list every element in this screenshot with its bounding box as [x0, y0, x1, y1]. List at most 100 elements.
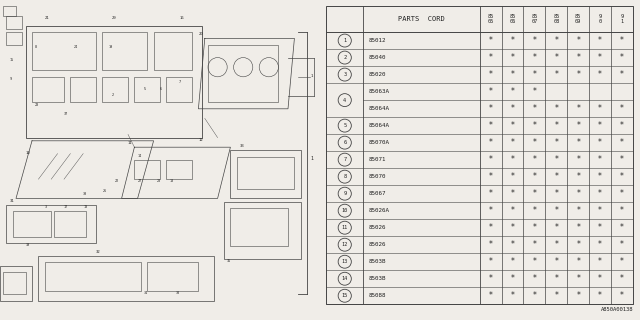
Bar [13, 211, 51, 237]
Text: 85064A: 85064A [369, 123, 390, 128]
Text: PARTS  CORD: PARTS CORD [398, 16, 445, 22]
Text: 38: 38 [176, 292, 180, 295]
Text: 13: 13 [83, 205, 88, 209]
Text: 85
08: 85 08 [553, 14, 559, 24]
Text: 85026: 85026 [369, 242, 387, 247]
Text: 35: 35 [227, 260, 232, 263]
Bar [134, 160, 160, 179]
Text: *: * [554, 138, 558, 147]
Text: 85
09: 85 09 [575, 14, 581, 24]
Text: *: * [576, 240, 580, 249]
Bar [54, 211, 86, 237]
Bar [166, 77, 192, 102]
Text: *: * [489, 223, 493, 232]
Text: 85
05: 85 05 [488, 14, 493, 24]
Bar [0, 266, 32, 301]
Bar [32, 77, 64, 102]
Text: *: * [598, 138, 602, 147]
Text: *: * [620, 291, 624, 300]
Text: *: * [532, 223, 536, 232]
Text: *: * [554, 291, 558, 300]
Text: *: * [576, 70, 580, 79]
Text: *: * [511, 291, 515, 300]
Text: *: * [511, 189, 515, 198]
Text: 85064A: 85064A [369, 106, 390, 111]
Text: 2: 2 [112, 93, 114, 97]
Text: *: * [554, 36, 558, 45]
Text: *: * [576, 155, 580, 164]
Text: *: * [576, 291, 580, 300]
Text: *: * [576, 206, 580, 215]
Text: *: * [489, 70, 493, 79]
Text: 28: 28 [157, 180, 161, 183]
Text: *: * [532, 53, 536, 62]
Text: 85071: 85071 [369, 157, 387, 162]
Text: 5: 5 [343, 123, 346, 128]
Bar [208, 45, 278, 102]
Text: 13: 13 [342, 259, 348, 264]
Text: *: * [511, 223, 515, 232]
Text: 9
1: 9 1 [620, 14, 623, 24]
Text: *: * [620, 155, 624, 164]
Text: 10: 10 [342, 208, 348, 213]
Text: 1: 1 [310, 74, 313, 78]
Text: *: * [554, 189, 558, 198]
Text: *: * [554, 155, 558, 164]
Text: *: * [511, 104, 515, 113]
Text: *: * [598, 53, 602, 62]
Text: *: * [511, 36, 515, 45]
Text: *: * [576, 121, 580, 130]
Text: 10: 10 [26, 151, 30, 155]
Text: *: * [489, 53, 493, 62]
Text: *: * [620, 223, 624, 232]
Text: 4: 4 [343, 98, 346, 103]
Text: *: * [532, 138, 536, 147]
Text: *: * [511, 121, 515, 130]
Text: *: * [554, 223, 558, 232]
Text: 7: 7 [343, 157, 346, 162]
Text: *: * [489, 240, 493, 249]
Bar [32, 32, 96, 70]
Text: 29: 29 [112, 16, 116, 20]
Text: 85026A: 85026A [369, 208, 390, 213]
Text: *: * [532, 240, 536, 249]
Text: *: * [511, 274, 515, 283]
Text: *: * [598, 36, 602, 45]
Text: *: * [532, 172, 536, 181]
Bar [70, 77, 96, 102]
Text: *: * [532, 87, 536, 96]
Text: 85088: 85088 [369, 293, 387, 298]
Text: *: * [598, 155, 602, 164]
Text: *: * [554, 121, 558, 130]
Text: *: * [511, 240, 515, 249]
Bar [6, 32, 22, 45]
Text: 16: 16 [179, 16, 184, 20]
Text: *: * [620, 36, 624, 45]
Bar [154, 32, 192, 70]
Text: *: * [598, 70, 602, 79]
Text: *: * [554, 240, 558, 249]
Text: *: * [489, 87, 493, 96]
Text: *: * [489, 257, 493, 266]
Text: 27: 27 [138, 180, 142, 183]
Text: 14: 14 [138, 154, 142, 158]
Text: 85063A: 85063A [369, 89, 390, 94]
Text: *: * [489, 121, 493, 130]
Text: *: * [532, 36, 536, 45]
Text: 8503B: 8503B [369, 276, 387, 281]
Text: 15: 15 [10, 58, 14, 62]
Text: *: * [620, 257, 624, 266]
Text: 20: 20 [198, 32, 203, 36]
Text: *: * [598, 274, 602, 283]
Text: *: * [620, 172, 624, 181]
Text: *: * [620, 53, 624, 62]
Bar [45, 262, 141, 291]
Text: *: * [511, 53, 515, 62]
Text: *: * [554, 104, 558, 113]
Text: 85070: 85070 [369, 174, 387, 179]
Text: *: * [511, 172, 515, 181]
Text: 11: 11 [342, 225, 348, 230]
Bar [26, 26, 202, 138]
Bar [230, 150, 301, 198]
Text: 31: 31 [10, 199, 14, 203]
